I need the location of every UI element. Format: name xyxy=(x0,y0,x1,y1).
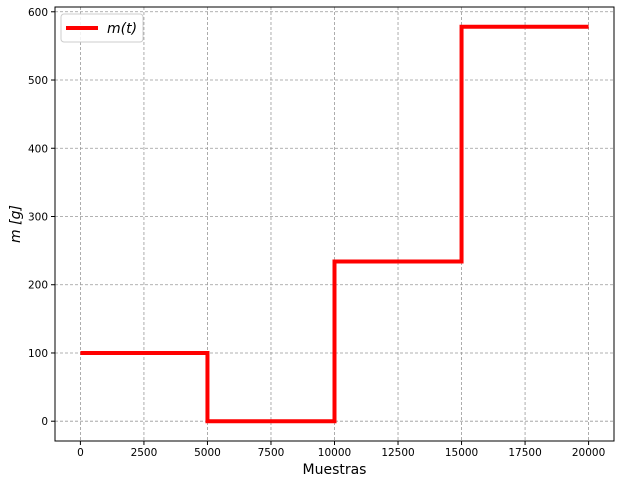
x-tick-label: 5000 xyxy=(194,447,221,459)
legend-label: m(t) xyxy=(107,21,137,37)
x-tick-label: 7500 xyxy=(258,447,285,459)
y-tick-label: 500 xyxy=(28,75,48,87)
axis-ticks: 0 2500 5000 7500 10000 12500 15000 17500 20000 0 1… xyxy=(28,7,605,459)
grid xyxy=(55,7,614,441)
y-tick-label: 200 xyxy=(28,280,48,292)
series-layer xyxy=(80,24,589,424)
x-tick-label: 12500 xyxy=(381,447,414,459)
legend-box xyxy=(60,13,144,43)
x-tick-label: 20000 xyxy=(572,447,605,459)
y-axis-label: m [g] xyxy=(8,205,24,243)
legend: m(t) xyxy=(60,13,144,43)
y-tick-label: 300 xyxy=(28,211,48,223)
x-tick-label: 0 xyxy=(77,447,84,459)
y-tick-label: 400 xyxy=(28,143,48,155)
x-tick-label: 10000 xyxy=(318,447,351,459)
series-line xyxy=(80,24,589,424)
x-axis-label: Muestras xyxy=(303,462,367,478)
x-tick-label: 17500 xyxy=(508,447,541,459)
x-tick-label: 2500 xyxy=(131,447,158,459)
y-tick-label: 600 xyxy=(28,7,48,19)
y-tick-label: 0 xyxy=(41,416,48,428)
x-tick-label: 15000 xyxy=(445,447,478,459)
y-tick-label: 100 xyxy=(28,348,48,360)
